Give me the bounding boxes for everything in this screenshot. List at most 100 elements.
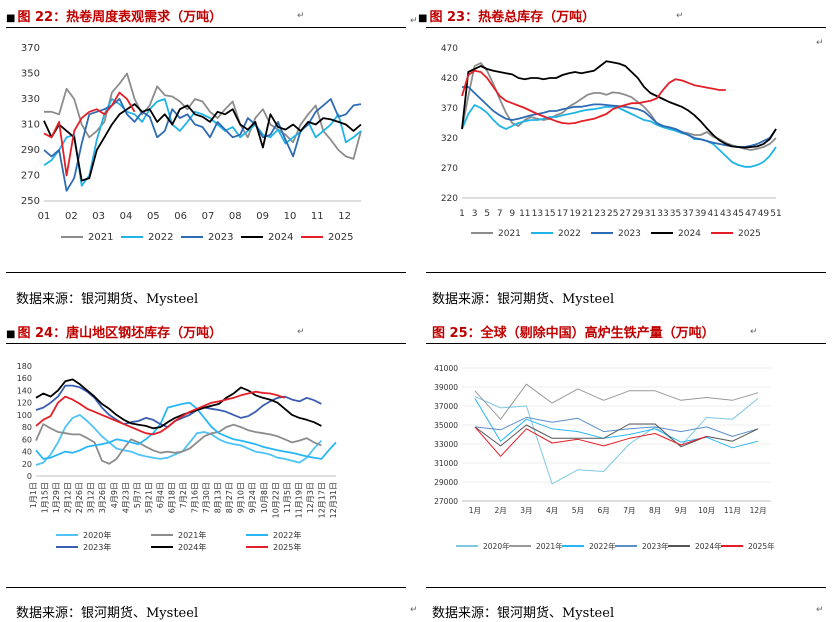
y-tick-label: 41000 [434, 364, 458, 373]
title-rule [6, 343, 406, 344]
source-note: 数据来源：银河期货、Mysteel [432, 292, 615, 307]
series-line-2024 [43, 103, 362, 182]
x-tick-label: 11月19日 [294, 482, 303, 518]
title-rule [6, 27, 406, 28]
x-tick-label: 07 [202, 211, 215, 222]
x-tick-label: 12月17日 [317, 482, 326, 518]
x-tick-label: 21 [582, 209, 593, 219]
series-line-2025 [43, 91, 136, 177]
legend-label: 2022 [148, 232, 173, 243]
legend-label: 2022 [558, 229, 581, 239]
x-tick-label: 4月 [546, 506, 558, 515]
series-line-2025 [461, 69, 726, 125]
y-tick-label: 160 [17, 374, 32, 383]
y-tick-label: 420 [441, 74, 458, 84]
y-tick-label: 31000 [434, 459, 458, 468]
panel-title: ■ 图 23：热卷总库存（万吨） [418, 10, 596, 25]
bottom-rule [6, 272, 406, 273]
bullet-icon: ■ [418, 13, 428, 24]
x-tick-label: 9月24日 [248, 482, 257, 513]
y-tick-label: 290 [21, 145, 40, 156]
legend-label: 2024年 [695, 541, 722, 551]
bullet-icon: ■ [6, 13, 16, 24]
legend-label: 2020年 [483, 541, 510, 551]
x-tick-label: 5月 [572, 506, 584, 515]
x-tick-label: 1月15日 [41, 482, 50, 513]
series-line-2025年 [35, 390, 286, 436]
panel-title: ■ 图 22：热卷周度表观需求（万吨） [6, 10, 223, 25]
x-tick-label: 31 [645, 209, 656, 219]
x-tick-label: 33 [657, 209, 668, 219]
x-tick-label: 15 [544, 209, 555, 219]
x-tick-label: 8月27日 [225, 482, 234, 513]
y-tick-label: 270 [441, 164, 458, 174]
series-line-2024年 [35, 378, 322, 430]
bottom-rule [6, 587, 406, 588]
x-tick-label: 5 [484, 209, 490, 219]
x-tick-label: 12月3日 [306, 482, 315, 513]
x-tick-label: 11月 [724, 506, 741, 515]
x-tick-label: 9月 [675, 506, 687, 515]
series-line-2021年 [474, 383, 759, 420]
legend-label: 2022年 [273, 530, 301, 540]
x-tick-label: 10月8日 [260, 482, 269, 513]
legend-label: 2021年 [178, 530, 206, 540]
y-tick-label: 60 [22, 435, 32, 444]
series-line-2024 [461, 60, 777, 149]
legend-label: 2024 [678, 229, 701, 239]
y-tick-label: 40 [22, 448, 32, 457]
x-tick-label: 11 [311, 211, 324, 222]
y-tick-label: 220 [441, 194, 458, 204]
x-tick-label: 3月26日 [98, 482, 107, 513]
y-tick-label: 0 [27, 472, 32, 481]
y-tick-label: 270 [21, 171, 40, 182]
y-tick-label: 39000 [434, 383, 458, 392]
y-tick-label: 180 [17, 362, 32, 371]
legend-label: 2025 [328, 232, 353, 243]
x-tick-label: 43 [720, 209, 731, 219]
source-note: 数据来源：银河期货、Mysteel [16, 606, 199, 621]
x-tick-label: 04 [120, 211, 133, 222]
title-rule [426, 27, 826, 28]
x-tick-label: 35 [670, 209, 681, 219]
series-line-2021年 [35, 423, 322, 465]
x-tick-label: 01 [38, 211, 51, 222]
x-tick-label: 09 [256, 211, 269, 222]
legend-label: 2025年 [748, 541, 775, 551]
x-tick-label: 7月16日 [191, 482, 200, 513]
x-tick-label: 11月5日 [283, 482, 292, 513]
x-tick-label: 49 [758, 209, 770, 219]
x-tick-label: 2月26日 [75, 482, 84, 513]
x-tick-label: 08 [229, 211, 242, 222]
y-tick-label: 370 [21, 43, 40, 54]
y-tick-label: 350 [21, 69, 40, 80]
x-tick-label: 7月2日 [179, 482, 188, 508]
legend-label: 2021 [88, 232, 113, 243]
x-tick-label: 12月 [750, 506, 767, 515]
x-tick-label: 8月13日 [214, 482, 223, 513]
legend-label: 2020年 [83, 530, 111, 540]
y-tick-label: 310 [21, 120, 40, 131]
return-mark-icon: ↵ [816, 605, 824, 615]
x-tick-label: 10月22日 [271, 482, 280, 518]
y-tick-label: 80 [22, 423, 32, 432]
legend-label: 2023 [208, 232, 233, 243]
x-tick-label: 27 [620, 209, 631, 219]
series-line-2022年 [35, 401, 337, 460]
source-note: 数据来源：银河期货、Mysteel [16, 292, 199, 307]
x-tick-label: 6月18日 [167, 482, 176, 513]
series-line-2024年 [474, 423, 759, 448]
series-line-2020年 [474, 396, 759, 485]
series-line-2022 [461, 104, 777, 168]
bottom-rule [426, 272, 826, 273]
x-tick-label: 29 [632, 209, 644, 219]
x-tick-label: 05 [147, 211, 160, 222]
legend-label: 2021 [498, 229, 521, 239]
x-tick-label: 19 [569, 209, 581, 219]
return-mark-icon: ↵ [816, 38, 824, 48]
chart-global-pig-iron-output: 27000 29000 31000 33000 35000 37000 39000 41000… [434, 364, 775, 551]
y-tick-label: 100 [17, 411, 32, 420]
x-tick-label: 39 [695, 209, 707, 219]
x-tick-label: 9月10日 [237, 482, 246, 513]
